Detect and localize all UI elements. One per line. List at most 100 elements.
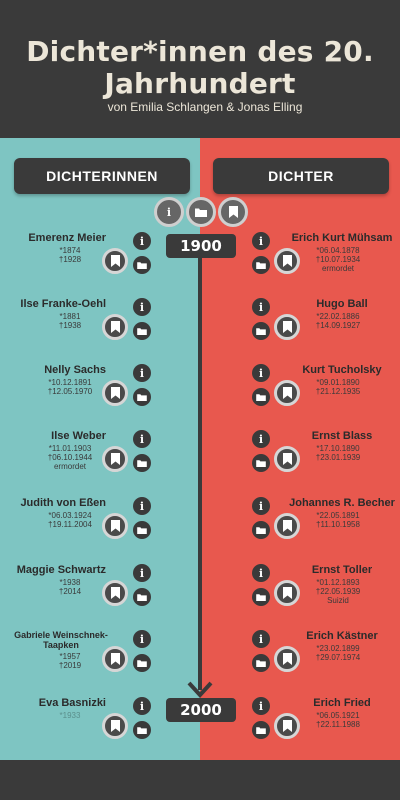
- bookmark-button[interactable]: [102, 248, 128, 274]
- bookmark-icon: [282, 387, 292, 399]
- footer: [0, 760, 400, 800]
- folder-button[interactable]: [133, 654, 151, 672]
- bookmark-icon: [282, 520, 292, 532]
- poet-dates: *09.01.1890 †21.12.1935: [315, 378, 361, 396]
- bookmark-button[interactable]: [274, 446, 300, 472]
- folder-button[interactable]: [133, 256, 151, 274]
- folder-button[interactable]: [252, 654, 270, 672]
- dichter-entry: Hugo Ball *22.02.1886 †14.09.1927 i: [200, 298, 400, 358]
- folder-button[interactable]: [252, 388, 270, 406]
- bookmark-icon: [282, 453, 292, 465]
- dichterin-entry: Judith von Eßen *06.03.1924 †19.11.2004 i: [0, 497, 200, 557]
- bookmark-button[interactable]: [102, 580, 128, 606]
- info-button[interactable]: i: [252, 630, 270, 648]
- bookmark-button[interactable]: [102, 446, 128, 472]
- info-button[interactable]: i: [252, 364, 270, 382]
- dichterin-entry: Eva Basnizki *1933 i: [0, 697, 200, 757]
- folder-button[interactable]: [133, 388, 151, 406]
- folder-icon: [256, 593, 266, 601]
- poet-name: Hugo Ball: [316, 298, 368, 310]
- bookmark-button[interactable]: [274, 713, 300, 739]
- poet-dates: *1938 †2014: [58, 578, 82, 596]
- info-button[interactable]: i: [133, 564, 151, 582]
- info-icon: i: [258, 566, 264, 580]
- poet-dates: *22.05.1891 †11.10.1958: [316, 511, 360, 529]
- info-button[interactable]: i: [133, 697, 151, 715]
- folder-button[interactable]: [252, 322, 270, 340]
- info-icon: i: [258, 234, 264, 248]
- info-button[interactable]: i: [252, 232, 270, 250]
- poet-dates: *1881 †1938: [58, 312, 82, 330]
- info-button[interactable]: i: [252, 497, 270, 515]
- legend-folder-icon[interactable]: [186, 197, 216, 227]
- folder-button[interactable]: [252, 721, 270, 739]
- dichterin-entry: Gabriele Weinschnek-Taapken *1957 †2019 i: [0, 630, 200, 690]
- info-button[interactable]: i: [252, 430, 270, 448]
- bookmark-button[interactable]: [274, 646, 300, 672]
- poet-name: Eva Basnizki: [38, 697, 106, 709]
- folder-button[interactable]: [133, 322, 151, 340]
- info-button[interactable]: i: [252, 564, 270, 582]
- header: Dichter*innen des 20. Jahrhundert von Em…: [0, 0, 400, 138]
- info-icon: i: [258, 366, 264, 380]
- dichterin-entry: Ilse Weber *11.01.1903 †06.10.1944 ermord…: [0, 430, 200, 490]
- bookmark-button[interactable]: [102, 513, 128, 539]
- poet-dates: *23.02.1899 †29.07.1974: [315, 644, 361, 662]
- info-icon: i: [258, 432, 264, 446]
- bookmark-icon: [282, 255, 292, 267]
- dichter-entry: Erich Kurt Mühsam *06.04.1878 †10.07.1934…: [200, 232, 400, 292]
- info-icon: i: [139, 632, 145, 646]
- bookmark-button[interactable]: [102, 380, 128, 406]
- dichter-header-button[interactable]: DICHTER: [213, 158, 389, 194]
- info-icon: i: [258, 499, 264, 513]
- bookmark-button[interactable]: [274, 380, 300, 406]
- folder-button[interactable]: [133, 721, 151, 739]
- legend-info-icon[interactable]: i: [154, 197, 184, 227]
- poet-dates: *06.04.1878 †10.07.1934 ermordet: [315, 246, 361, 273]
- folder-button[interactable]: [133, 521, 151, 539]
- info-button[interactable]: i: [133, 497, 151, 515]
- bookmark-button[interactable]: [274, 314, 300, 340]
- folder-icon: [195, 208, 207, 217]
- folder-icon: [256, 726, 266, 734]
- poet-name: Nelly Sachs: [44, 364, 106, 376]
- bookmark-button[interactable]: [274, 248, 300, 274]
- timeline-arrow-icon: [187, 681, 213, 698]
- bookmark-button[interactable]: [102, 646, 128, 672]
- bookmark-icon: [110, 255, 120, 267]
- info-icon: i: [139, 300, 145, 314]
- info-button[interactable]: i: [133, 298, 151, 316]
- info-icon: i: [258, 300, 264, 314]
- folder-button[interactable]: [252, 521, 270, 539]
- bookmark-button[interactable]: [102, 314, 128, 340]
- bookmark-icon: [110, 653, 120, 665]
- folder-button[interactable]: [252, 454, 270, 472]
- bookmark-button[interactable]: [274, 513, 300, 539]
- folder-button[interactable]: [133, 588, 151, 606]
- folder-icon: [256, 526, 266, 534]
- info-button[interactable]: i: [133, 430, 151, 448]
- bookmark-icon: [282, 720, 292, 732]
- bookmark-button[interactable]: [102, 713, 128, 739]
- poet-dates: *06.05.1921 †22.11.1988: [316, 711, 360, 729]
- folder-button[interactable]: [133, 454, 151, 472]
- folder-icon: [137, 659, 147, 667]
- info-button[interactable]: i: [133, 232, 151, 250]
- dichterin-entry: Ilse Franke-Oehl *1881 †1938 i: [0, 298, 200, 358]
- dichterinnen-header-button[interactable]: DICHTERINNEN: [14, 158, 190, 194]
- page-subtitle: von Emilia Schlangen & Jonas Elling: [107, 100, 303, 114]
- folder-button[interactable]: [252, 256, 270, 274]
- info-icon: i: [139, 699, 145, 713]
- folder-button[interactable]: [252, 588, 270, 606]
- info-button[interactable]: i: [133, 630, 151, 648]
- bookmark-button[interactable]: [274, 580, 300, 606]
- bookmark-icon: [228, 206, 238, 218]
- info-button[interactable]: i: [133, 364, 151, 382]
- folder-icon: [256, 261, 266, 269]
- folder-icon: [256, 327, 266, 335]
- info-button[interactable]: i: [252, 697, 270, 715]
- info-button[interactable]: i: [252, 298, 270, 316]
- legend-bookmark-icon[interactable]: [218, 197, 248, 227]
- info-icon: i: [139, 499, 145, 513]
- poet-dates: *1874 †1928: [58, 246, 82, 264]
